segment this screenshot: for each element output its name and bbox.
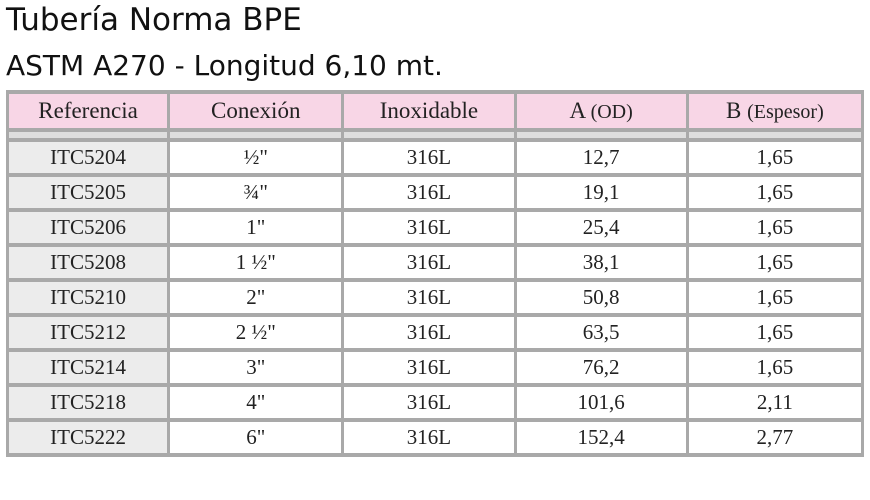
cell-inoxidable: 316L [344,352,514,383]
table-header: Referencia Conexión Inoxidable A (OD) B … [9,94,861,128]
cell-referencia: ITC5206 [9,212,168,243]
cell-referencia: ITC5214 [9,352,168,383]
header-a-label: A [569,98,585,123]
cell-b-espesor: 1,65 [688,177,861,208]
pipe-spec-table: Referencia Conexión Inoxidable A (OD) B … [6,90,864,457]
table-row: ITC5222 6" 316L 152,4 2,77 [9,422,861,453]
header-b-espesor: B (Espesor) [688,94,861,128]
gap-cell [344,132,514,138]
gap-cell [516,132,686,138]
cell-b-espesor: 1,65 [688,282,861,313]
page-title: Tubería Norma BPE [6,2,302,38]
header-conexion: Conexión [170,94,342,128]
cell-conexion: 3" [170,352,342,383]
cell-conexion: ½" [170,142,342,173]
cell-a-od: 63,5 [516,317,686,348]
header-row: Referencia Conexión Inoxidable A (OD) B … [9,94,861,128]
cell-referencia: ITC5205 [9,177,168,208]
header-inoxidable: Inoxidable [344,94,514,128]
table-row: ITC5218 4" 316L 101,6 2,11 [9,387,861,418]
cell-conexion: 2 ½" [170,317,342,348]
gap-cell [688,132,861,138]
cell-inoxidable: 316L [344,177,514,208]
header-b-label: B [726,98,742,123]
cell-a-od: 101,6 [516,387,686,418]
cell-inoxidable: 316L [344,247,514,278]
cell-b-espesor: 1,65 [688,352,861,383]
cell-a-od: 25,4 [516,212,686,243]
cell-a-od: 76,2 [516,352,686,383]
table-row: ITC5208 1 ½" 316L 38,1 1,65 [9,247,861,278]
header-a-note: (OD) [590,101,633,123]
header-a-od: A (OD) [516,94,686,128]
cell-referencia: ITC5212 [9,317,168,348]
cell-a-od: 12,7 [516,142,686,173]
cell-conexion: 2" [170,282,342,313]
cell-conexion: ¾" [170,177,342,208]
cell-a-od: 38,1 [516,247,686,278]
table-row: ITC5206 1" 316L 25,4 1,65 [9,212,861,243]
cell-inoxidable: 316L [344,422,514,453]
cell-inoxidable: 316L [344,387,514,418]
cell-inoxidable: 316L [344,317,514,348]
cell-b-espesor: 1,65 [688,247,861,278]
table-row: ITC5212 2 ½" 316L 63,5 1,65 [9,317,861,348]
cell-a-od: 50,8 [516,282,686,313]
cell-b-espesor: 1,65 [688,212,861,243]
cell-inoxidable: 316L [344,282,514,313]
cell-conexion: 6" [170,422,342,453]
header-gap-row [9,132,861,138]
cell-referencia: ITC5204 [9,142,168,173]
cell-b-espesor: 1,65 [688,317,861,348]
cell-referencia: ITC5218 [9,387,168,418]
header-b-note: (Espesor) [747,101,824,123]
gap-cell [170,132,342,138]
table-row: ITC5204 ½" 316L 12,7 1,65 [9,142,861,173]
cell-b-espesor: 2,77 [688,422,861,453]
table-body: ITC5204 ½" 316L 12,7 1,65 ITC5205 ¾" 316L 19,1 1,… [9,132,861,453]
page-subtitle: ASTM A270 - Longitud 6,10 mt. [6,49,443,82]
header-referencia: Referencia [9,94,168,128]
cell-referencia: ITC5208 [9,247,168,278]
table-row: ITC5205 ¾" 316L 19,1 1,65 [9,177,861,208]
table-row: ITC5210 2" 316L 50,8 1,65 [9,282,861,313]
cell-referencia: ITC5222 [9,422,168,453]
cell-b-espesor: 1,65 [688,142,861,173]
cell-inoxidable: 316L [344,142,514,173]
cell-conexion: 4" [170,387,342,418]
cell-a-od: 152,4 [516,422,686,453]
gap-cell [9,132,168,138]
cell-b-espesor: 2,11 [688,387,861,418]
table-row: ITC5214 3" 316L 76,2 1,65 [9,352,861,383]
cell-conexion: 1 ½" [170,247,342,278]
cell-a-od: 19,1 [516,177,686,208]
cell-inoxidable: 316L [344,212,514,243]
cell-referencia: ITC5210 [9,282,168,313]
cell-conexion: 1" [170,212,342,243]
